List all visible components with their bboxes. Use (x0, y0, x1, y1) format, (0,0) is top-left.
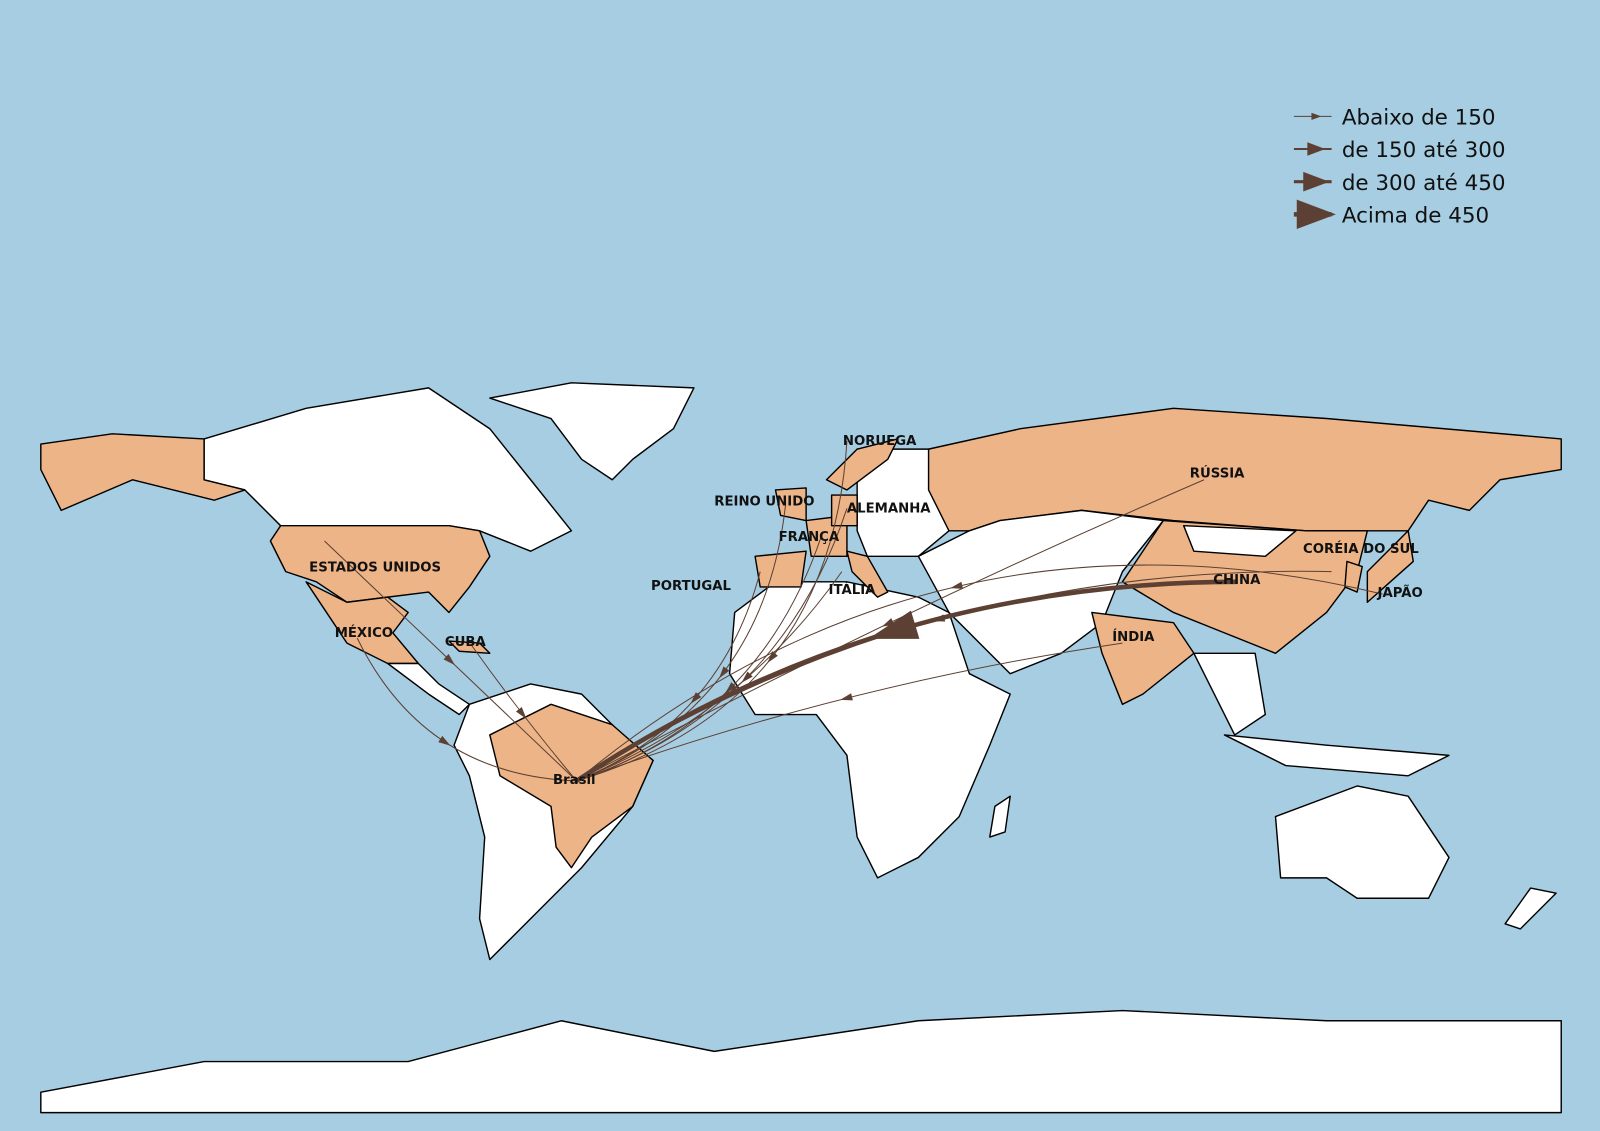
flow-arrowhead (443, 654, 455, 666)
australia (1274, 785, 1450, 899)
flow-arrowhead (950, 581, 964, 589)
country-label: MÉXICO (335, 623, 393, 641)
country-label: PORTUGAL (651, 579, 731, 594)
usa (269, 524, 491, 614)
landmasses (40, 382, 1562, 1114)
mongolia (1182, 524, 1297, 558)
legend-label: Acima de 450 (1342, 204, 1489, 229)
legend-arrow-icon (1303, 171, 1330, 192)
country-label: RÚSSIA (1190, 464, 1245, 482)
legend-arrow-icon (1307, 142, 1326, 156)
country-labels: Brasil NORUEGA RÚSSIA REINO UNIDO ALEMANHA F… (309, 434, 1423, 788)
korea (1344, 560, 1363, 593)
middle-east-central-asia (917, 509, 1164, 675)
cuba (448, 640, 491, 654)
germany (830, 494, 858, 527)
mexico (305, 581, 420, 665)
iberia (754, 550, 807, 588)
country-label: CHINA (1213, 573, 1261, 588)
flow-arrowhead (438, 735, 451, 746)
flow-arrowhead (515, 706, 527, 719)
legend-arrow-icon (1311, 112, 1322, 121)
flow-arrowhead (932, 614, 946, 622)
legend-label: Abaixo de 150 (1342, 106, 1496, 131)
flow-arrowhead (719, 666, 730, 679)
indonesia (1223, 734, 1450, 777)
legend-label: de 150 até 300 (1342, 138, 1506, 163)
japan (1366, 530, 1414, 603)
flow-lines (324, 440, 1383, 783)
country-label: JAPÃO (1377, 584, 1423, 601)
country-label: ITÁLIA (829, 580, 877, 598)
italy (846, 550, 889, 598)
flow-arrowhead (690, 692, 702, 704)
origin-label: Brasil (553, 773, 596, 788)
country-label: NORUEGA (843, 434, 917, 449)
country-label: FRANÇA (779, 530, 840, 545)
uk (774, 487, 807, 522)
legend-arrow-icon (1296, 199, 1336, 230)
southeast-asia (1193, 652, 1267, 736)
alaska (40, 433, 246, 512)
china (1121, 519, 1369, 654)
norway (825, 438, 899, 491)
flow-arrowhead (840, 693, 853, 701)
flow-arrowhead (868, 610, 920, 639)
antarctica (40, 1009, 1562, 1114)
country-label: ALEMANHA (847, 501, 931, 516)
madagascar (989, 795, 1011, 838)
greenland (489, 382, 695, 481)
country-label: CORÉIA DO SUL (1303, 539, 1419, 557)
canada (203, 387, 573, 552)
country-label: ESTADOS UNIDOS (309, 561, 441, 576)
legend-label: de 300 até 450 (1342, 171, 1506, 196)
africa (728, 581, 1011, 879)
country-label: REINO UNIDO (714, 494, 814, 509)
country-label: ÍNDIA (1112, 627, 1155, 645)
legend: Abaixo de 150 de 150 até 300 de 300 até 45… (1293, 106, 1506, 230)
flow-arrowhead (767, 651, 778, 664)
country-label: CUBA (445, 635, 487, 650)
india (1091, 611, 1195, 706)
brazil (489, 703, 654, 869)
new-zealand (1504, 887, 1557, 930)
